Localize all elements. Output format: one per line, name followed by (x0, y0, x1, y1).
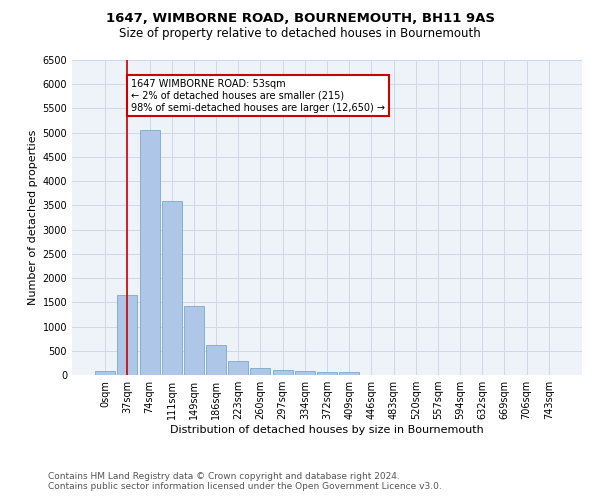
X-axis label: Distribution of detached houses by size in Bournemouth: Distribution of detached houses by size … (170, 425, 484, 435)
Bar (295, 371, 315, 375)
Bar (184, 306, 204, 375)
Y-axis label: Number of detached properties: Number of detached properties (28, 130, 38, 305)
Bar (162, 200, 182, 375)
Bar (250, 368, 271, 375)
Bar (140, 130, 160, 375)
Bar (272, 370, 293, 375)
Text: Contains HM Land Registry data © Crown copyright and database right 2024.: Contains HM Land Registry data © Crown c… (48, 472, 400, 481)
Bar (118, 295, 137, 375)
Bar (95, 372, 115, 375)
Text: 1647 WIMBORNE ROAD: 53sqm
← 2% of detached houses are smaller (215)
98% of semi-: 1647 WIMBORNE ROAD: 53sqm ← 2% of detach… (131, 80, 385, 112)
Bar (228, 360, 248, 375)
Bar (206, 345, 226, 375)
Bar (339, 372, 359, 375)
Bar (317, 372, 337, 375)
Text: Size of property relative to detached houses in Bournemouth: Size of property relative to detached ho… (119, 28, 481, 40)
Text: Contains public sector information licensed under the Open Government Licence v3: Contains public sector information licen… (48, 482, 442, 491)
Text: 1647, WIMBORNE ROAD, BOURNEMOUTH, BH11 9AS: 1647, WIMBORNE ROAD, BOURNEMOUTH, BH11 9… (106, 12, 494, 26)
